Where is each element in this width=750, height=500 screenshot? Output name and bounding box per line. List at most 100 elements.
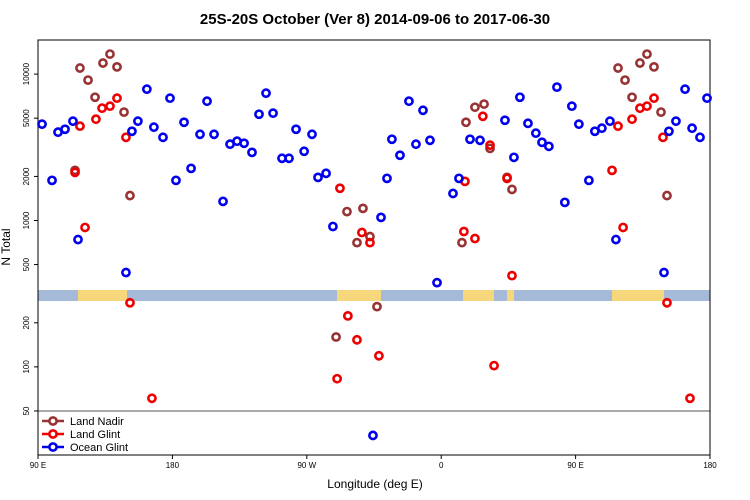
y-tick-label: 1000 <box>22 211 31 229</box>
data-point <box>387 134 397 145</box>
data-point <box>687 123 697 134</box>
data-point <box>357 227 367 238</box>
data-point <box>635 58 645 68</box>
data-point <box>75 121 85 132</box>
data-point <box>299 146 310 157</box>
legend-label: Land Glint <box>70 429 120 441</box>
data-point <box>465 134 475 145</box>
data-point <box>448 188 458 199</box>
data-point <box>179 117 189 128</box>
data-point <box>91 114 101 125</box>
data-point <box>105 101 115 112</box>
data-point <box>627 114 637 125</box>
data-point <box>702 93 712 104</box>
data-point <box>489 360 499 371</box>
data-point <box>112 62 122 72</box>
data-point <box>112 93 122 104</box>
data-point <box>461 117 471 128</box>
data-point <box>618 222 628 233</box>
data-point <box>530 128 541 139</box>
data-point <box>83 75 93 86</box>
data-point <box>60 124 70 135</box>
y-tick-label: 5000 <box>22 109 31 127</box>
data-point <box>671 116 681 127</box>
data-point <box>147 393 157 404</box>
x-tick-label: 0 <box>439 461 444 470</box>
data-point <box>247 147 257 158</box>
data-point <box>148 122 159 133</box>
data-point <box>321 168 331 179</box>
data-point <box>97 103 107 114</box>
data-point <box>158 132 168 143</box>
y-tick-label: 10000 <box>22 62 31 85</box>
data-point <box>649 62 659 72</box>
data-point <box>659 267 669 278</box>
data-point <box>165 93 175 104</box>
legend-label: Land Nadir <box>70 416 124 428</box>
y-tick-label: 50 <box>22 406 31 415</box>
plot-frame <box>37 39 711 456</box>
legend-marker <box>48 416 58 426</box>
data-point <box>119 107 129 118</box>
data-point <box>613 63 623 73</box>
data-point <box>328 221 338 232</box>
data-point <box>404 96 414 107</box>
data-point <box>313 172 323 183</box>
x-tick-label: 180 <box>166 461 180 470</box>
data-point <box>352 237 362 248</box>
data-point <box>656 107 666 118</box>
land-strip <box>337 290 381 301</box>
data-point <box>613 121 623 132</box>
y-tick-label: 2000 <box>22 167 31 185</box>
data-point <box>649 93 659 104</box>
legend-marker <box>48 429 58 439</box>
legend-marker <box>48 442 58 452</box>
data-point <box>358 203 368 214</box>
data-point <box>239 138 249 149</box>
data-point <box>374 350 384 361</box>
data-point <box>382 173 392 184</box>
data-point <box>335 183 345 194</box>
data-point <box>411 139 421 150</box>
data-point <box>171 175 181 186</box>
data-point <box>98 58 108 68</box>
data-point <box>125 190 135 201</box>
data-point <box>454 173 464 184</box>
data-point <box>70 167 80 178</box>
data-point <box>479 99 489 109</box>
data-point <box>607 165 617 176</box>
map-strip <box>38 290 710 301</box>
data-point <box>596 123 607 134</box>
data-point <box>537 137 547 148</box>
data-point <box>37 119 47 130</box>
data-point <box>583 175 594 186</box>
data-point <box>133 116 143 127</box>
land-strip <box>612 290 664 301</box>
data-point <box>418 105 428 116</box>
x-axis-label: Longitude (deg E) <box>327 477 422 491</box>
data-point <box>695 132 705 143</box>
data-point <box>368 430 378 441</box>
data-point <box>47 175 57 186</box>
data-point <box>332 373 343 384</box>
data-point <box>559 197 570 208</box>
data-point <box>80 222 90 233</box>
land-strip <box>463 290 494 301</box>
data-point <box>186 163 196 174</box>
data-point <box>500 115 510 126</box>
data-point <box>664 126 674 137</box>
data-point <box>605 116 615 127</box>
data-point <box>121 132 131 143</box>
data-point <box>105 49 115 59</box>
data-point <box>470 102 480 113</box>
data-point <box>457 237 467 248</box>
data-point <box>342 206 352 217</box>
data-point <box>611 234 621 245</box>
data-point <box>509 152 519 163</box>
data-point <box>331 332 341 342</box>
data-point <box>209 129 219 140</box>
data-point <box>125 297 135 308</box>
data-point <box>523 118 533 129</box>
data-point <box>425 135 435 146</box>
